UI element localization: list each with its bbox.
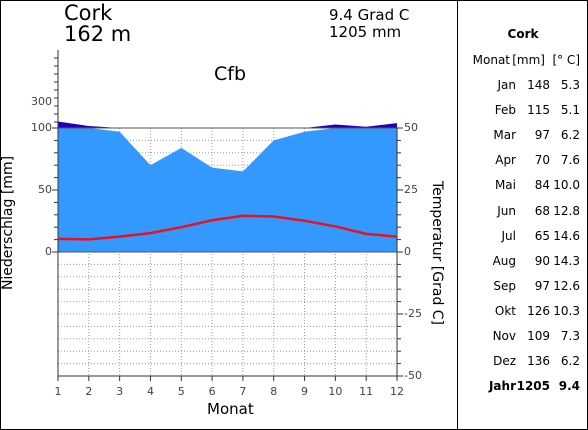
station-elevation: 162 m (64, 22, 132, 46)
table-cell-precip: 136 (527, 354, 550, 369)
table-cell-temp: 12.6 (553, 278, 580, 293)
station-name: Cork (64, 1, 113, 25)
table-row: Aug 90 14.3 (458, 254, 588, 274)
y-axis-left-label-text: Niederschlag [mm] (0, 155, 16, 291)
table-cell-temp: 10.0 (553, 178, 580, 193)
month-tick-label: 4 (146, 385, 154, 398)
table-row: Dez 136 6.2 (458, 354, 588, 374)
temp-tick-label: 50 (404, 121, 418, 134)
table-cell-month: Dez (493, 354, 516, 369)
table-cell-temp: 12.8 (553, 203, 580, 218)
table-cell-precip: 90 (534, 253, 550, 268)
axes (52, 50, 403, 381)
table-cell-temp: 9.4 (558, 379, 580, 394)
precipitation-area (58, 128, 397, 252)
table-row: Nov 109 7.3 (458, 329, 588, 349)
table-cell-month: Sep (493, 278, 516, 293)
table-cell-temp: 7.3 (560, 329, 580, 343)
temperature-line (57, 214, 398, 241)
month-tick-label: 8 (270, 385, 278, 398)
x-axis-label: Monat (207, 400, 254, 418)
table-cell-precip: 65 (534, 228, 550, 243)
table-cell-temp: 6.2 (560, 128, 580, 143)
table-cell-month: Jun (497, 203, 516, 218)
table-cell-month: Jul (501, 228, 516, 243)
month-tick-label: 11 (359, 385, 374, 398)
table-row: Jan 148 5.3 (458, 78, 588, 98)
table-row: Mar 97 6.2 (458, 128, 588, 148)
annual-mean-temperature: 9.4 Grad C (329, 6, 410, 24)
table-cell-precip: 126 (527, 303, 550, 318)
table-header-row: Monat [mm] [° C] (458, 53, 588, 73)
month-tick-label: 6 (208, 385, 216, 398)
table-cell-month: Feb (494, 103, 516, 118)
temp-tick-label: -50 (404, 369, 422, 382)
temp-tick-label: 0 (404, 245, 411, 258)
table-cell-month: Nov (492, 329, 516, 343)
table-total-row: Jahr 1205 9.4 (458, 379, 588, 399)
month-tick-label: 3 (116, 385, 124, 398)
precip-tick-label: 50 (38, 183, 52, 196)
table-cell-month: Mai (494, 178, 516, 193)
month-tick-label: 12 (390, 385, 404, 398)
table-cell-month: Apr (495, 153, 516, 168)
table-cell-precip: 97 (534, 278, 550, 293)
table-cell-temp: 7.6 (560, 153, 580, 168)
table-row: Apr 70 7.6 (458, 153, 588, 173)
table-row: Feb 115 5.1 (458, 103, 588, 123)
panel-divider (457, 0, 458, 430)
annual-precipitation: 1205 mm (329, 23, 402, 41)
table-cell-precip: 1205 (516, 379, 550, 394)
table-header-month: Monat (472, 53, 510, 67)
month-tick-label: 2 (85, 385, 93, 398)
table-cell-precip: 70 (534, 153, 550, 168)
table-cell-precip: 148 (527, 78, 550, 92)
table-row: Mai 84 10.0 (458, 178, 588, 198)
table-row: Jun 68 12.8 (458, 204, 588, 224)
table-cell-precip: 68 (534, 203, 550, 218)
table-cell-temp: 5.1 (560, 103, 580, 118)
table-cell-precip: 115 (527, 103, 550, 118)
table-cell-temp: 14.6 (553, 228, 580, 243)
table-cell-precip: 84 (534, 178, 550, 193)
table-row: Sep 97 12.6 (458, 279, 588, 299)
table-cell-precip: 109 (527, 329, 550, 343)
table-cell-month: Jahr (488, 379, 516, 394)
table-cell-precip: 97 (534, 128, 550, 143)
month-tick-label: 7 (239, 385, 247, 398)
precip-tick-label: 100 (31, 121, 52, 134)
temp-tick-label: -25 (404, 307, 422, 320)
climate-chart (52, 50, 403, 381)
table-cell-temp: 5.3 (560, 78, 580, 92)
precipitation-excess-area (58, 121, 397, 128)
table-cell-month: Mar (493, 128, 516, 143)
table-header-precip: [mm] (512, 53, 545, 67)
table-cell-temp: 10.3 (553, 303, 580, 318)
table-title: Cork (507, 27, 539, 41)
table-cell-month: Aug (492, 253, 516, 268)
month-tick-label: 1 (54, 385, 62, 398)
table-row: Okt 126 10.3 (458, 304, 588, 324)
month-tick-label: 9 (301, 385, 309, 398)
y-axis-right-label-text: Temperatur [Grad C] (429, 180, 445, 326)
month-tick-label: 5 (177, 385, 185, 398)
table-cell-month: Okt (494, 303, 516, 318)
precip-tick-label: 300 (31, 95, 52, 108)
table-cell-temp: 14.3 (553, 253, 580, 268)
precip-tick-label: 0 (45, 245, 52, 258)
table-cell-month: Jan (497, 78, 517, 92)
table-cell-temp: 6.2 (560, 354, 580, 369)
table-header-temp: [° C] (552, 53, 580, 67)
temp-tick-label: 25 (404, 183, 418, 196)
koppen-class: Cfb (214, 63, 247, 85)
table-row: Jul 65 14.6 (458, 229, 588, 249)
month-tick-label: 10 (328, 385, 343, 398)
